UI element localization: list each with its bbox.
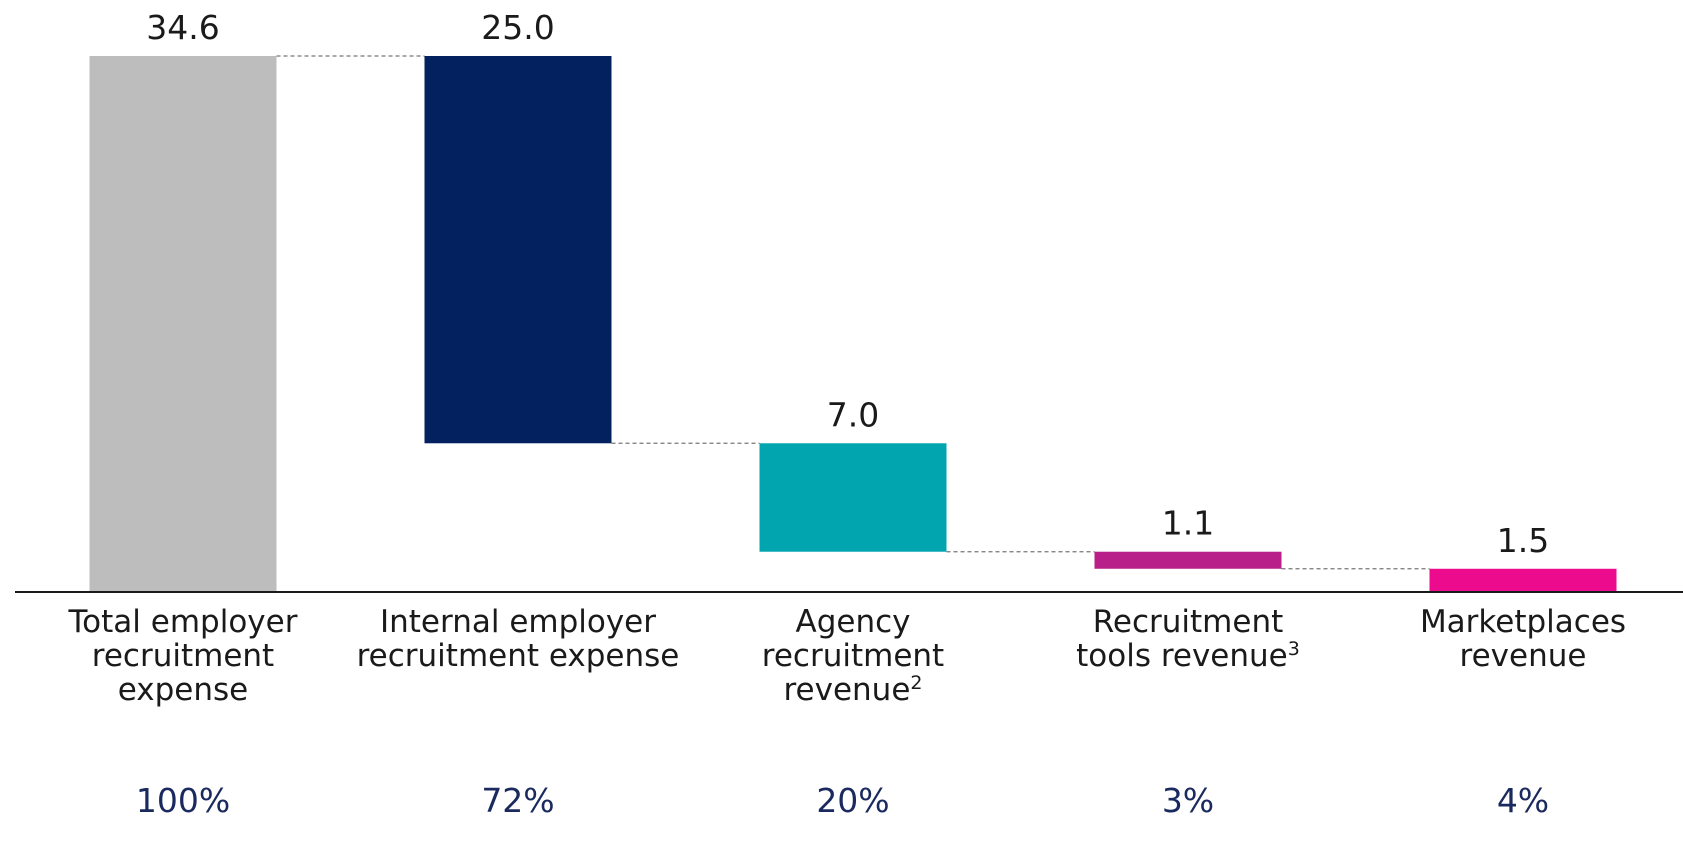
- bar: [1429, 568, 1617, 592]
- category-label-line: expense: [118, 672, 249, 708]
- value-label: 25.0: [481, 8, 554, 47]
- value-label: 1.5: [1497, 521, 1549, 560]
- bar: [424, 56, 612, 444]
- percent-label: 100%: [136, 781, 230, 820]
- category-label: Recruitment tools revenue3: [1076, 604, 1300, 674]
- footnote-marker: 3: [1288, 638, 1300, 660]
- bar: [759, 443, 947, 552]
- category-label-line: recruitment: [762, 638, 944, 674]
- bar: [1094, 551, 1282, 569]
- category-label-line: revenue2: [783, 672, 922, 708]
- percent-label: 72%: [481, 781, 554, 820]
- category-label-line: revenue: [1460, 638, 1587, 674]
- category-label: Marketplaces revenue: [1420, 604, 1626, 674]
- category-label-line: Agency: [796, 604, 911, 640]
- category-label: Total employer recruitment expense: [68, 604, 298, 708]
- category-label-line: tools revenue3: [1076, 638, 1300, 674]
- value-label: 7.0: [827, 395, 879, 434]
- category-label-line: Internal employer: [380, 604, 656, 640]
- footnote-marker: 2: [910, 672, 922, 694]
- category-label-line: recruitment expense: [357, 638, 680, 674]
- category-label-line: Marketplaces: [1420, 604, 1626, 640]
- category-label-line: Recruitment: [1093, 604, 1284, 640]
- category-label: Agency recruitment revenue2: [762, 604, 944, 708]
- category-label: Internal employer recruitment expense: [357, 604, 680, 674]
- category-label-line: recruitment: [92, 638, 274, 674]
- value-label: 34.6: [146, 8, 219, 47]
- percent-label: 20%: [816, 781, 889, 820]
- bar: [89, 56, 277, 592]
- percent-label: 3%: [1162, 781, 1214, 820]
- percent-label: 4%: [1497, 781, 1549, 820]
- category-label-line: Total employer: [68, 604, 298, 640]
- value-label: 1.1: [1162, 504, 1214, 543]
